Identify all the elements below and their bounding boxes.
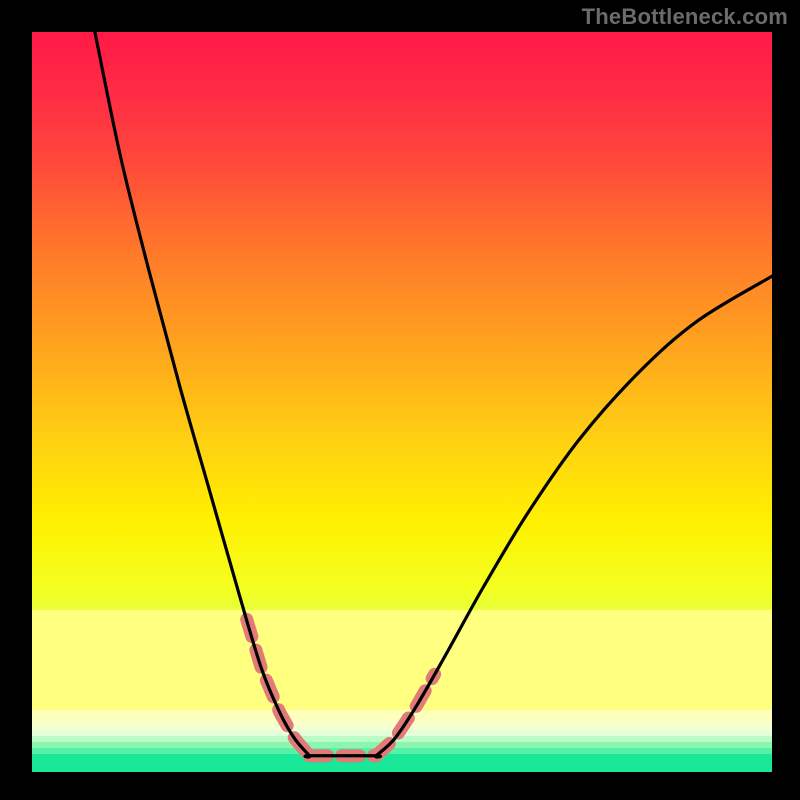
bottom-color-bands — [32, 610, 772, 772]
bottleneck-chart — [0, 0, 800, 800]
chart-container: { "watermark": { "text": "TheBottleneck.… — [0, 0, 800, 800]
watermark-text: TheBottleneck.com — [582, 4, 788, 30]
